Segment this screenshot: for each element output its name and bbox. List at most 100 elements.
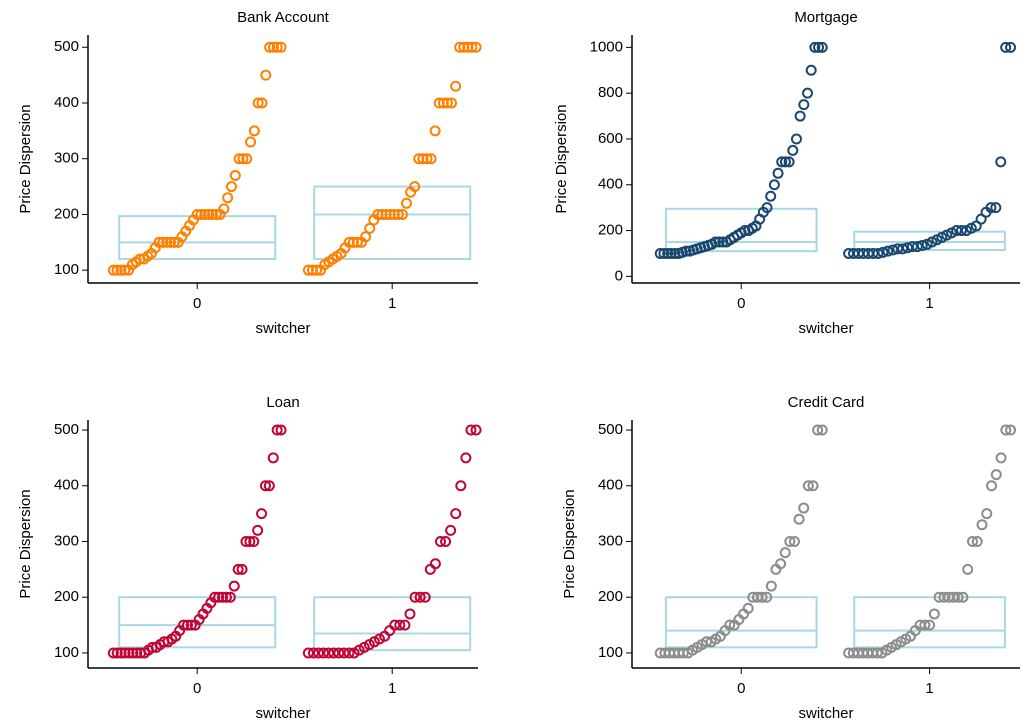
y-axis-label: Price Dispersion xyxy=(17,489,34,598)
y-tick-label: 200 xyxy=(54,205,79,222)
box xyxy=(313,596,472,652)
point xyxy=(241,153,253,165)
point xyxy=(313,647,325,659)
point xyxy=(153,236,165,248)
y-tick-label: 1000 xyxy=(590,38,623,55)
point xyxy=(802,87,814,99)
point xyxy=(990,202,1002,214)
point xyxy=(717,236,729,248)
x-axis-label: switcher xyxy=(798,705,853,722)
point xyxy=(460,452,472,464)
point xyxy=(802,480,814,492)
y-tick-label: 100 xyxy=(598,644,623,661)
point xyxy=(981,508,993,520)
point xyxy=(990,469,1002,481)
point xyxy=(470,41,482,53)
y-tick-label: 300 xyxy=(598,532,623,549)
point xyxy=(765,580,777,592)
point xyxy=(414,591,426,603)
point xyxy=(924,619,936,631)
point xyxy=(351,236,363,248)
point xyxy=(260,69,272,81)
point xyxy=(783,156,795,168)
y-tick-label: 200 xyxy=(598,588,623,605)
point xyxy=(772,167,784,179)
x-tick-label: 1 xyxy=(925,295,933,312)
point xyxy=(318,647,330,659)
point xyxy=(185,619,197,631)
point xyxy=(421,153,433,165)
point xyxy=(119,647,131,659)
point xyxy=(928,608,940,620)
point xyxy=(669,247,681,259)
x-tick-label: 0 xyxy=(737,680,745,697)
point xyxy=(816,424,828,436)
point xyxy=(775,558,787,570)
point xyxy=(111,647,123,659)
point xyxy=(209,591,221,603)
point xyxy=(798,99,810,111)
y-tick-label: 600 xyxy=(598,130,623,147)
point xyxy=(275,41,287,53)
point xyxy=(768,179,780,191)
point xyxy=(123,647,135,659)
point xyxy=(662,247,674,259)
y-tick-label: 300 xyxy=(54,150,79,167)
y-tick-label: 500 xyxy=(598,421,623,438)
point xyxy=(394,619,406,631)
point xyxy=(455,480,467,492)
point xyxy=(434,535,446,547)
point xyxy=(210,208,222,220)
box xyxy=(118,596,277,649)
point xyxy=(813,41,825,53)
point xyxy=(165,236,177,248)
point xyxy=(779,547,791,559)
point xyxy=(206,208,218,220)
point xyxy=(181,619,193,631)
point xyxy=(115,647,127,659)
point xyxy=(742,602,754,614)
point xyxy=(962,563,974,575)
y-tick-label: 500 xyxy=(54,38,79,55)
point xyxy=(237,153,249,165)
point xyxy=(788,535,800,547)
point xyxy=(756,591,768,603)
point xyxy=(658,247,670,259)
point xyxy=(429,125,441,137)
point xyxy=(217,591,229,603)
point xyxy=(404,608,416,620)
point xyxy=(654,247,666,259)
point xyxy=(787,144,799,156)
x-axis-label: switcher xyxy=(255,320,310,337)
point xyxy=(955,225,967,237)
point xyxy=(222,192,234,204)
point xyxy=(816,41,828,53)
point xyxy=(911,241,923,253)
point xyxy=(161,236,173,248)
point xyxy=(248,535,260,547)
point xyxy=(919,619,931,631)
point xyxy=(450,80,462,92)
point xyxy=(985,202,997,214)
point xyxy=(259,480,271,492)
y-tick-label: 400 xyxy=(54,94,79,111)
point xyxy=(761,591,773,603)
point xyxy=(952,591,964,603)
point xyxy=(424,563,436,575)
point xyxy=(429,558,441,570)
point xyxy=(131,647,143,659)
point xyxy=(218,203,230,215)
chart-title: Credit Card xyxy=(788,394,865,411)
point xyxy=(271,424,283,436)
point xyxy=(178,619,190,631)
point xyxy=(739,225,751,237)
point xyxy=(793,513,805,525)
point xyxy=(779,156,791,168)
point xyxy=(401,197,413,209)
point xyxy=(440,535,452,547)
y-tick-label: 0 xyxy=(615,267,623,284)
point xyxy=(809,41,821,53)
point xyxy=(226,181,238,193)
point xyxy=(220,591,232,603)
point xyxy=(409,181,421,193)
